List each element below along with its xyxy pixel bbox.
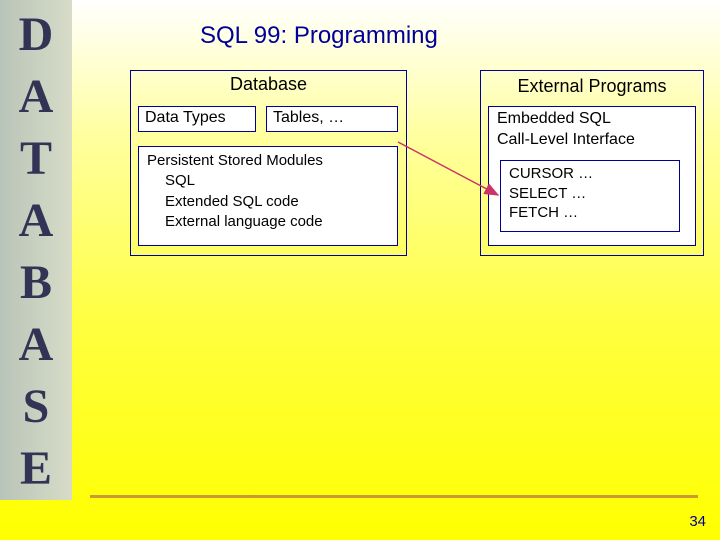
cursor-item: FETCH … xyxy=(509,203,671,223)
tables-label: Tables, … xyxy=(267,107,397,129)
cursor-content: CURSOR … SELECT … FETCH … xyxy=(501,161,679,226)
sidebar-letter: A xyxy=(0,66,72,128)
sidebar-letter: D xyxy=(0,4,72,66)
sidebar: D A T A B A S E xyxy=(0,0,72,500)
sidebar-letter: E xyxy=(0,438,72,500)
cursor-item: SELECT … xyxy=(509,184,671,204)
cursor-item: CURSOR … xyxy=(509,164,671,184)
database-box-title: Database xyxy=(131,71,406,101)
psm-title: Persistent Stored Modules xyxy=(147,151,389,171)
embedded-sql-line: Embedded SQL xyxy=(497,109,687,130)
sidebar-letter: S xyxy=(0,376,72,438)
sidebar-letter: T xyxy=(0,128,72,190)
sidebar-letter: A xyxy=(0,314,72,376)
data-types-label: Data Types xyxy=(139,107,255,129)
page-number: 34 xyxy=(689,513,706,530)
external-title: External Programs xyxy=(481,71,703,103)
tables-box: Tables, … xyxy=(266,106,398,132)
page-title: SQL 99: Programming xyxy=(200,22,438,50)
psm-item: Extended SQL code xyxy=(165,192,389,212)
divider xyxy=(90,495,698,498)
sidebar-letter: A xyxy=(0,190,72,252)
embedded-sql-line: Call-Level Interface xyxy=(497,130,687,151)
psm-content: Persistent Stored Modules SQL Extended S… xyxy=(139,147,397,236)
psm-item: External language code xyxy=(165,212,389,232)
data-types-box: Data Types xyxy=(138,106,256,132)
cursor-box: CURSOR … SELECT … FETCH … xyxy=(500,160,680,232)
embedded-sql-content: Embedded SQL Call-Level Interface xyxy=(489,107,695,153)
sidebar-letter: B xyxy=(0,252,72,314)
psm-item: SQL xyxy=(165,171,389,191)
psm-box: Persistent Stored Modules SQL Extended S… xyxy=(138,146,398,246)
